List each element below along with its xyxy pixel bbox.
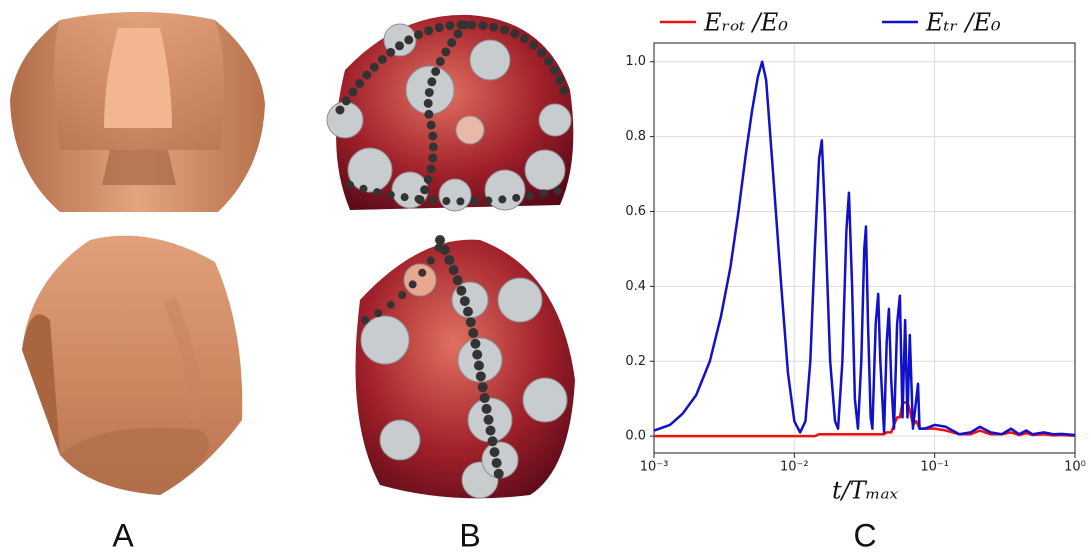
- legend-label: Eₜᵣ /E₀: [925, 9, 1001, 37]
- x-tick-label: 10⁰: [1064, 460, 1086, 475]
- y-tick-label: 0.2: [625, 354, 646, 369]
- panel-b-renders: [326, 14, 575, 499]
- x-tick-label: 10⁻³: [640, 460, 669, 475]
- y-tick-label: 0.4: [625, 279, 646, 294]
- plot-frame: [653, 42, 1076, 454]
- series-line: [654, 60, 1075, 437]
- legend-label: Eᵣₒₜ /E₀: [703, 9, 788, 37]
- y-tick-label: 1.0: [625, 54, 646, 69]
- y-tick-label: 0.6: [625, 204, 646, 219]
- series-line: [654, 401, 1075, 438]
- x-tick-label: 10⁻¹: [920, 460, 949, 475]
- x-axis-label: t/Tₘₐₓ: [832, 477, 898, 505]
- y-tick-label: 0.8: [625, 129, 646, 144]
- y-tick-label: 0.0: [625, 429, 646, 444]
- x-tick-label: 10⁻²: [780, 460, 809, 475]
- panel-label: A: [112, 517, 134, 553]
- panel-label: B: [459, 517, 480, 553]
- panel-label: C: [853, 517, 876, 553]
- panel-a-renders: [10, 12, 265, 495]
- series-group: [654, 60, 1075, 438]
